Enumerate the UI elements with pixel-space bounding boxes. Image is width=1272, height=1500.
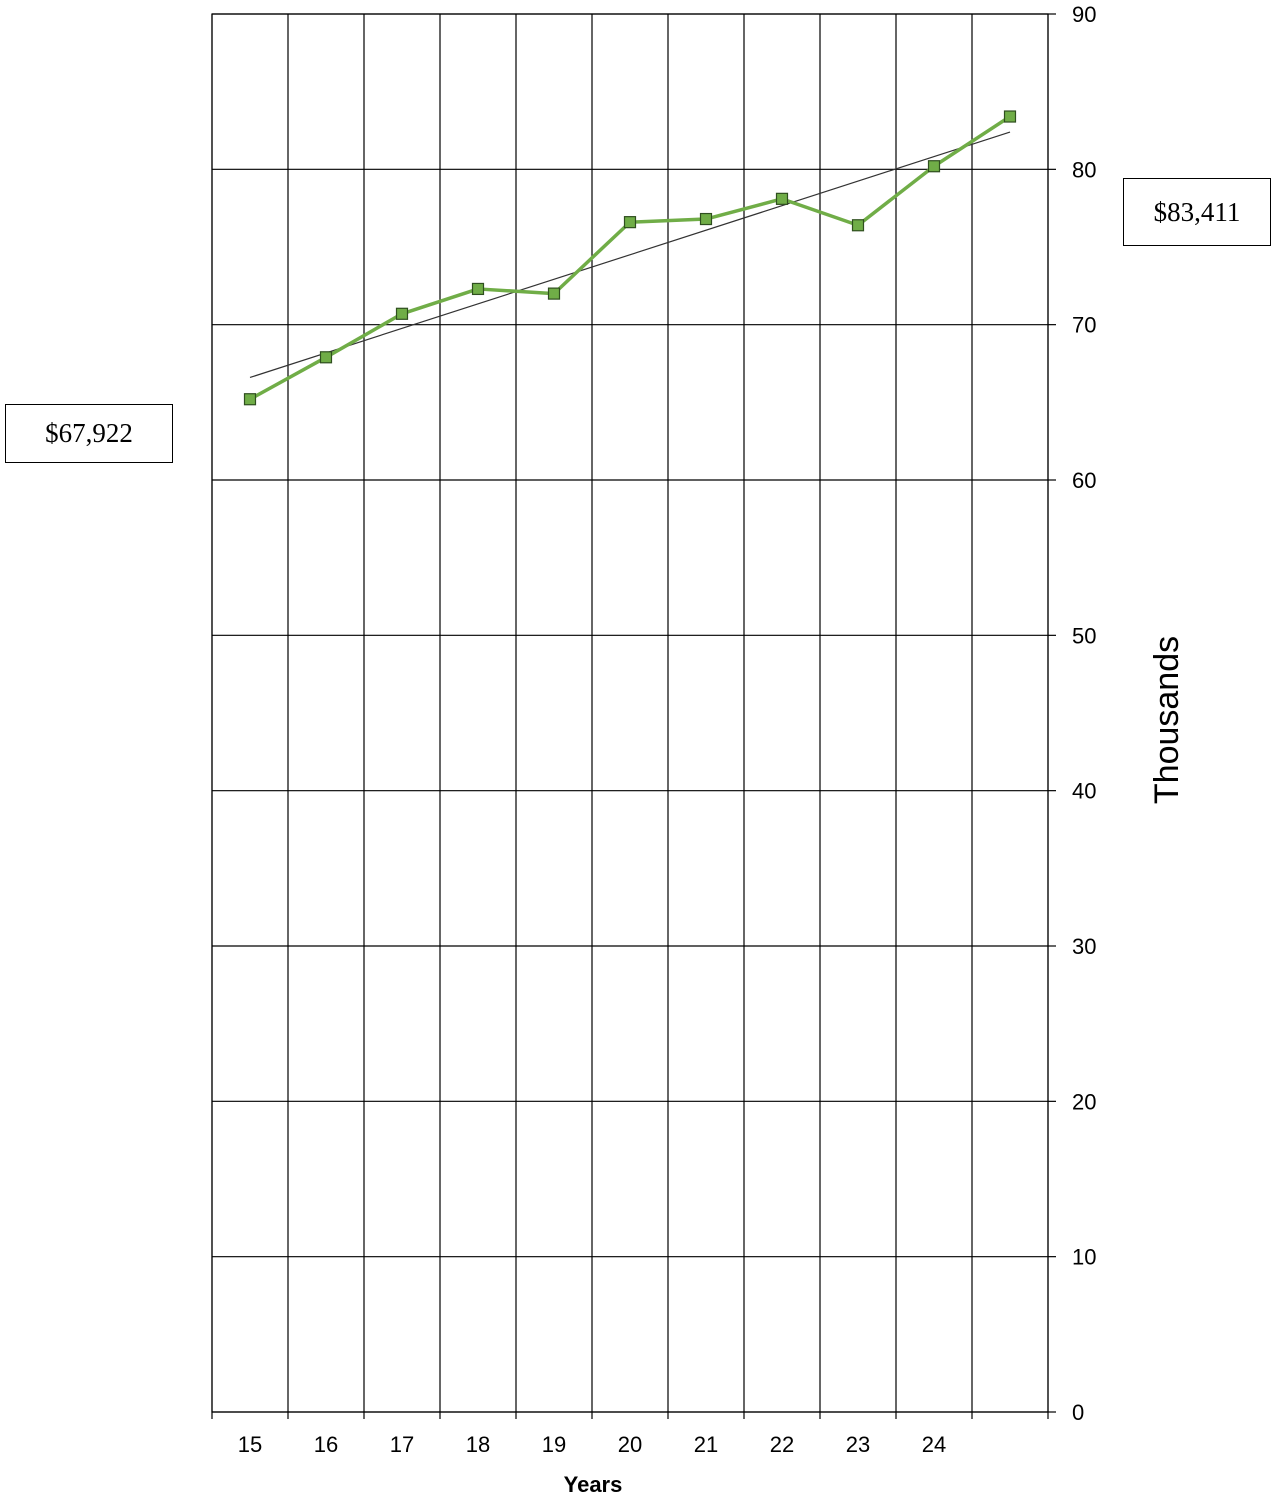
x-tick-label: 19 — [542, 1432, 566, 1457]
end-value-callout: $83,411 — [1123, 178, 1271, 246]
y-tick-label: 90 — [1072, 2, 1096, 27]
y-tick-label: 40 — [1072, 779, 1096, 804]
data-point-marker — [927, 160, 941, 173]
series-group — [243, 110, 1017, 406]
x-axis-ticks: 15 16 17 18 19 20 21 22 23 24 — [238, 1432, 946, 1457]
y-tick-label: 70 — [1072, 313, 1096, 338]
x-tick-label: 17 — [390, 1432, 414, 1457]
data-point-marker — [851, 219, 865, 232]
trendline-group — [249, 131, 1011, 379]
x-tick-label: 15 — [238, 1432, 262, 1457]
x-tick-label: 20 — [618, 1432, 642, 1457]
data-point-marker — [775, 192, 789, 205]
y-tick-label: 0 — [1072, 1400, 1084, 1425]
y-tick-label: 80 — [1072, 157, 1096, 182]
data-point-marker — [243, 393, 257, 406]
data-point-marker — [395, 307, 409, 320]
y-tick-label: 20 — [1072, 1089, 1096, 1114]
x-tick-label: 22 — [770, 1432, 794, 1457]
trendline — [249, 131, 1011, 379]
x-tick-label: 16 — [314, 1432, 338, 1457]
x-tick-label: 18 — [466, 1432, 490, 1457]
grid-lines — [211, 13, 1049, 1419]
data-point-marker — [471, 282, 485, 296]
data-point-marker — [547, 287, 561, 300]
y-tick-label: 60 — [1072, 468, 1096, 493]
y-axis-ticks: 0 10 20 30 40 50 60 70 80 90 — [1048, 2, 1096, 1425]
y-tick-label: 30 — [1072, 934, 1096, 959]
data-point-marker — [1003, 110, 1017, 123]
data-point-marker — [699, 212, 713, 226]
x-tick-label: 23 — [846, 1432, 870, 1457]
x-tick-label: 24 — [922, 1432, 946, 1457]
start-value-callout: $67,922 — [5, 404, 173, 463]
y-tick-label: 10 — [1072, 1245, 1096, 1270]
data-point-marker — [319, 351, 333, 364]
y-axis-title: Thousands — [1148, 636, 1186, 804]
y-tick-label: 50 — [1072, 623, 1096, 648]
x-axis-title: Years — [564, 1472, 623, 1497]
data-point-marker — [623, 216, 637, 229]
x-tick-label: 21 — [694, 1432, 718, 1457]
